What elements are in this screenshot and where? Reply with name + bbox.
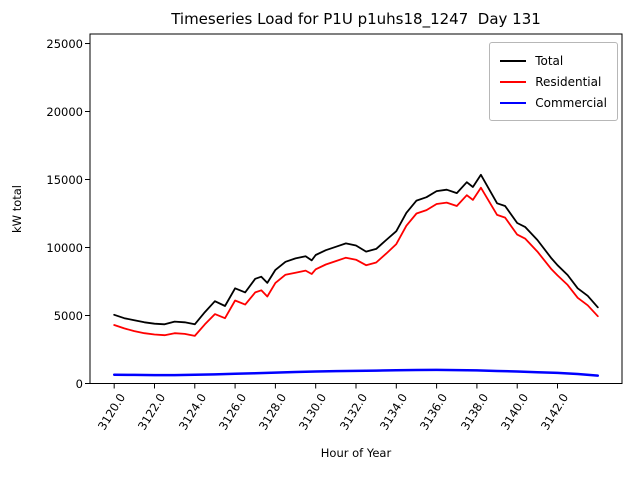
series-line-residential bbox=[113, 186, 599, 337]
legend-line-total-swatch bbox=[500, 59, 527, 62]
y-tick-label: 5000 bbox=[53, 308, 83, 323]
legend-line-residential-swatch bbox=[500, 80, 527, 83]
y-tick-label: 20000 bbox=[46, 104, 83, 119]
legend-label-residential: Residential bbox=[535, 74, 602, 89]
y-tick-label: 15000 bbox=[46, 172, 83, 187]
y-tick-label: 0 bbox=[75, 376, 83, 391]
x-axis-label: Hour of Year bbox=[320, 446, 392, 460]
series-line-total bbox=[113, 173, 599, 326]
y-tick-label: 25000 bbox=[46, 36, 83, 51]
legend-label-total: Total bbox=[535, 53, 564, 68]
legend-item-total: Total bbox=[500, 50, 607, 71]
y-axis-label: kW total bbox=[10, 185, 24, 233]
series-line-commercial bbox=[112, 368, 600, 377]
legend-item-residential: Residential bbox=[500, 71, 607, 92]
legend: Total Residential Commercial bbox=[489, 42, 618, 121]
y-tick-label: 10000 bbox=[46, 240, 83, 255]
legend-item-commercial: Commercial bbox=[500, 92, 607, 113]
legend-line-commercial-swatch bbox=[500, 101, 527, 104]
legend-label-commercial: Commercial bbox=[535, 95, 607, 110]
chart-title: Timeseries Load for P1U p1uhs18_1247 Day… bbox=[171, 10, 541, 28]
